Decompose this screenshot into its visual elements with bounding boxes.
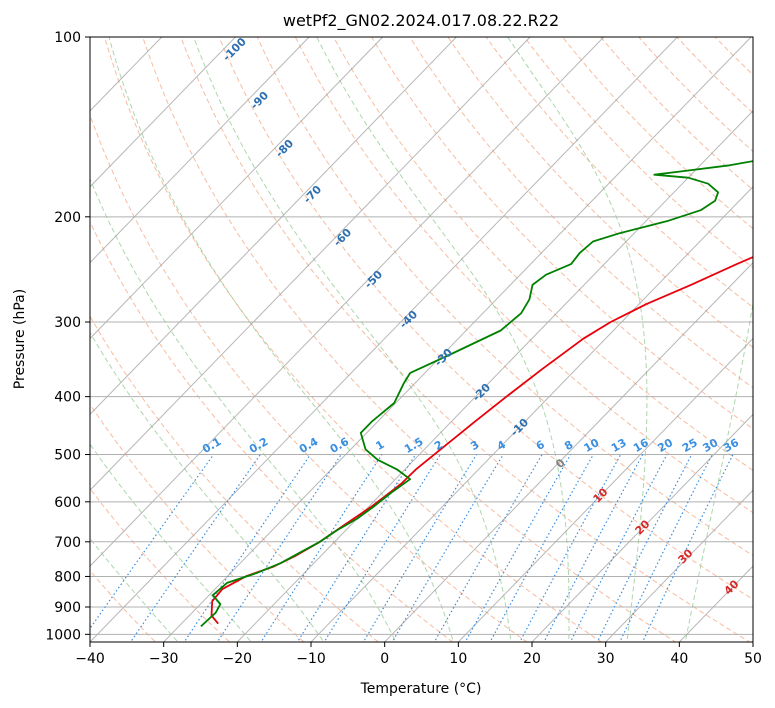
moist-adiabat-line: [316, 37, 570, 642]
moist-adiabat-line: [507, 37, 648, 642]
moist-adiabat-line: [90, 177, 397, 642]
mixing-ratio-line: [296, 454, 417, 642]
isotherm-line: [90, 37, 605, 567]
dewpoint-line: [200, 160, 753, 628]
isotherm-line: [531, 413, 753, 642]
y-axis-label: Pressure (hPa): [12, 289, 28, 389]
y-tick-label: 600: [54, 495, 81, 511]
mixing-ratio-line: [641, 454, 734, 642]
dry-adiabat-line: [180, 37, 751, 642]
x-tick-label: −10: [296, 651, 326, 667]
y-tick-label: 500: [54, 448, 81, 464]
x-tick-label: 10: [449, 651, 467, 667]
x-tick-label: 20: [523, 651, 541, 667]
mixing-ratio-line: [543, 454, 644, 642]
x-tick-label: −40: [75, 651, 105, 667]
y-tick-label: 700: [54, 535, 81, 551]
x-tick-label: −30: [149, 651, 179, 667]
dry-adiabat-line: [485, 37, 753, 309]
mixing-ratio-line: [129, 454, 261, 642]
y-tick-label: 900: [54, 600, 81, 616]
dry-adiabat-line: [142, 37, 677, 642]
mixing-ratio-line: [619, 454, 713, 642]
x-tick-label: 50: [744, 651, 762, 667]
isotherm-line: [90, 37, 531, 491]
y-tick-label: 200: [54, 210, 81, 226]
y-tick-label: 100: [54, 30, 81, 46]
x-tick-label: −20: [223, 651, 253, 667]
mixing-ratio-line: [183, 454, 311, 642]
isotherm-line: [90, 37, 384, 340]
dry-adiabat-line: [409, 37, 753, 389]
moist-adiabat-line: [684, 300, 753, 642]
x-tick-label: 40: [670, 651, 688, 667]
y-tick-label: 800: [54, 569, 81, 585]
chart-title: wetPf2_GN02.2024.017.08.22.R22: [283, 11, 559, 31]
mixing-ratio-line: [90, 454, 215, 630]
moist-adiabat-line: [90, 443, 252, 642]
dry-adiabat-line: [371, 37, 753, 430]
dry-adiabat-line: [294, 37, 753, 514]
isotherm-line: [90, 37, 457, 416]
y-tick-label: 1000: [45, 627, 81, 643]
mixing-ratio-line: [323, 454, 441, 642]
axes: −40 −30 −20 −10 0 10 20 30 40 50 100 200 300 400 500 60…: [45, 30, 762, 667]
moist-adiabat-line: [90, 331, 325, 642]
mixing-ratio-line: [519, 454, 622, 642]
y-tick-label: 400: [54, 390, 81, 406]
isotherm-line: [90, 37, 236, 188]
mixing-ratio-line: [391, 454, 504, 642]
dry-adiabat-line: [90, 569, 157, 642]
isotherm-line: [163, 37, 752, 642]
isotherm-line: [384, 261, 753, 642]
isotherm-line: [90, 37, 310, 264]
mixing-ratio-line: [260, 454, 383, 642]
isotherm-line: [310, 186, 753, 642]
plot-frame: [89, 36, 754, 643]
isotherm-line: [90, 37, 678, 642]
x-tick-label: 30: [597, 651, 615, 667]
plot-area: [90, 37, 753, 642]
y-tick-label: 300: [54, 315, 81, 331]
dry-adiabat-line: [256, 37, 753, 557]
moist-adiabat-line: [193, 37, 512, 642]
moist-adiabat-line: [90, 537, 179, 642]
isotherm-line: [457, 337, 753, 642]
dry-adiabat-line: [90, 113, 528, 642]
moist-adiabat-line: [108, 37, 454, 642]
dry-adiabat-line: [90, 315, 380, 642]
mixing-ratio-line: [569, 454, 668, 642]
dry-adiabat-line: [90, 220, 454, 642]
background-lines: [90, 37, 753, 642]
mixing-ratio-line: [216, 454, 342, 642]
isotherm-line: [236, 110, 753, 642]
x-axis-label: Temperature (°C): [360, 681, 482, 697]
isotherm-line: [605, 489, 753, 642]
x-tick-label: 0: [380, 651, 389, 667]
profile-lines: [200, 160, 753, 628]
